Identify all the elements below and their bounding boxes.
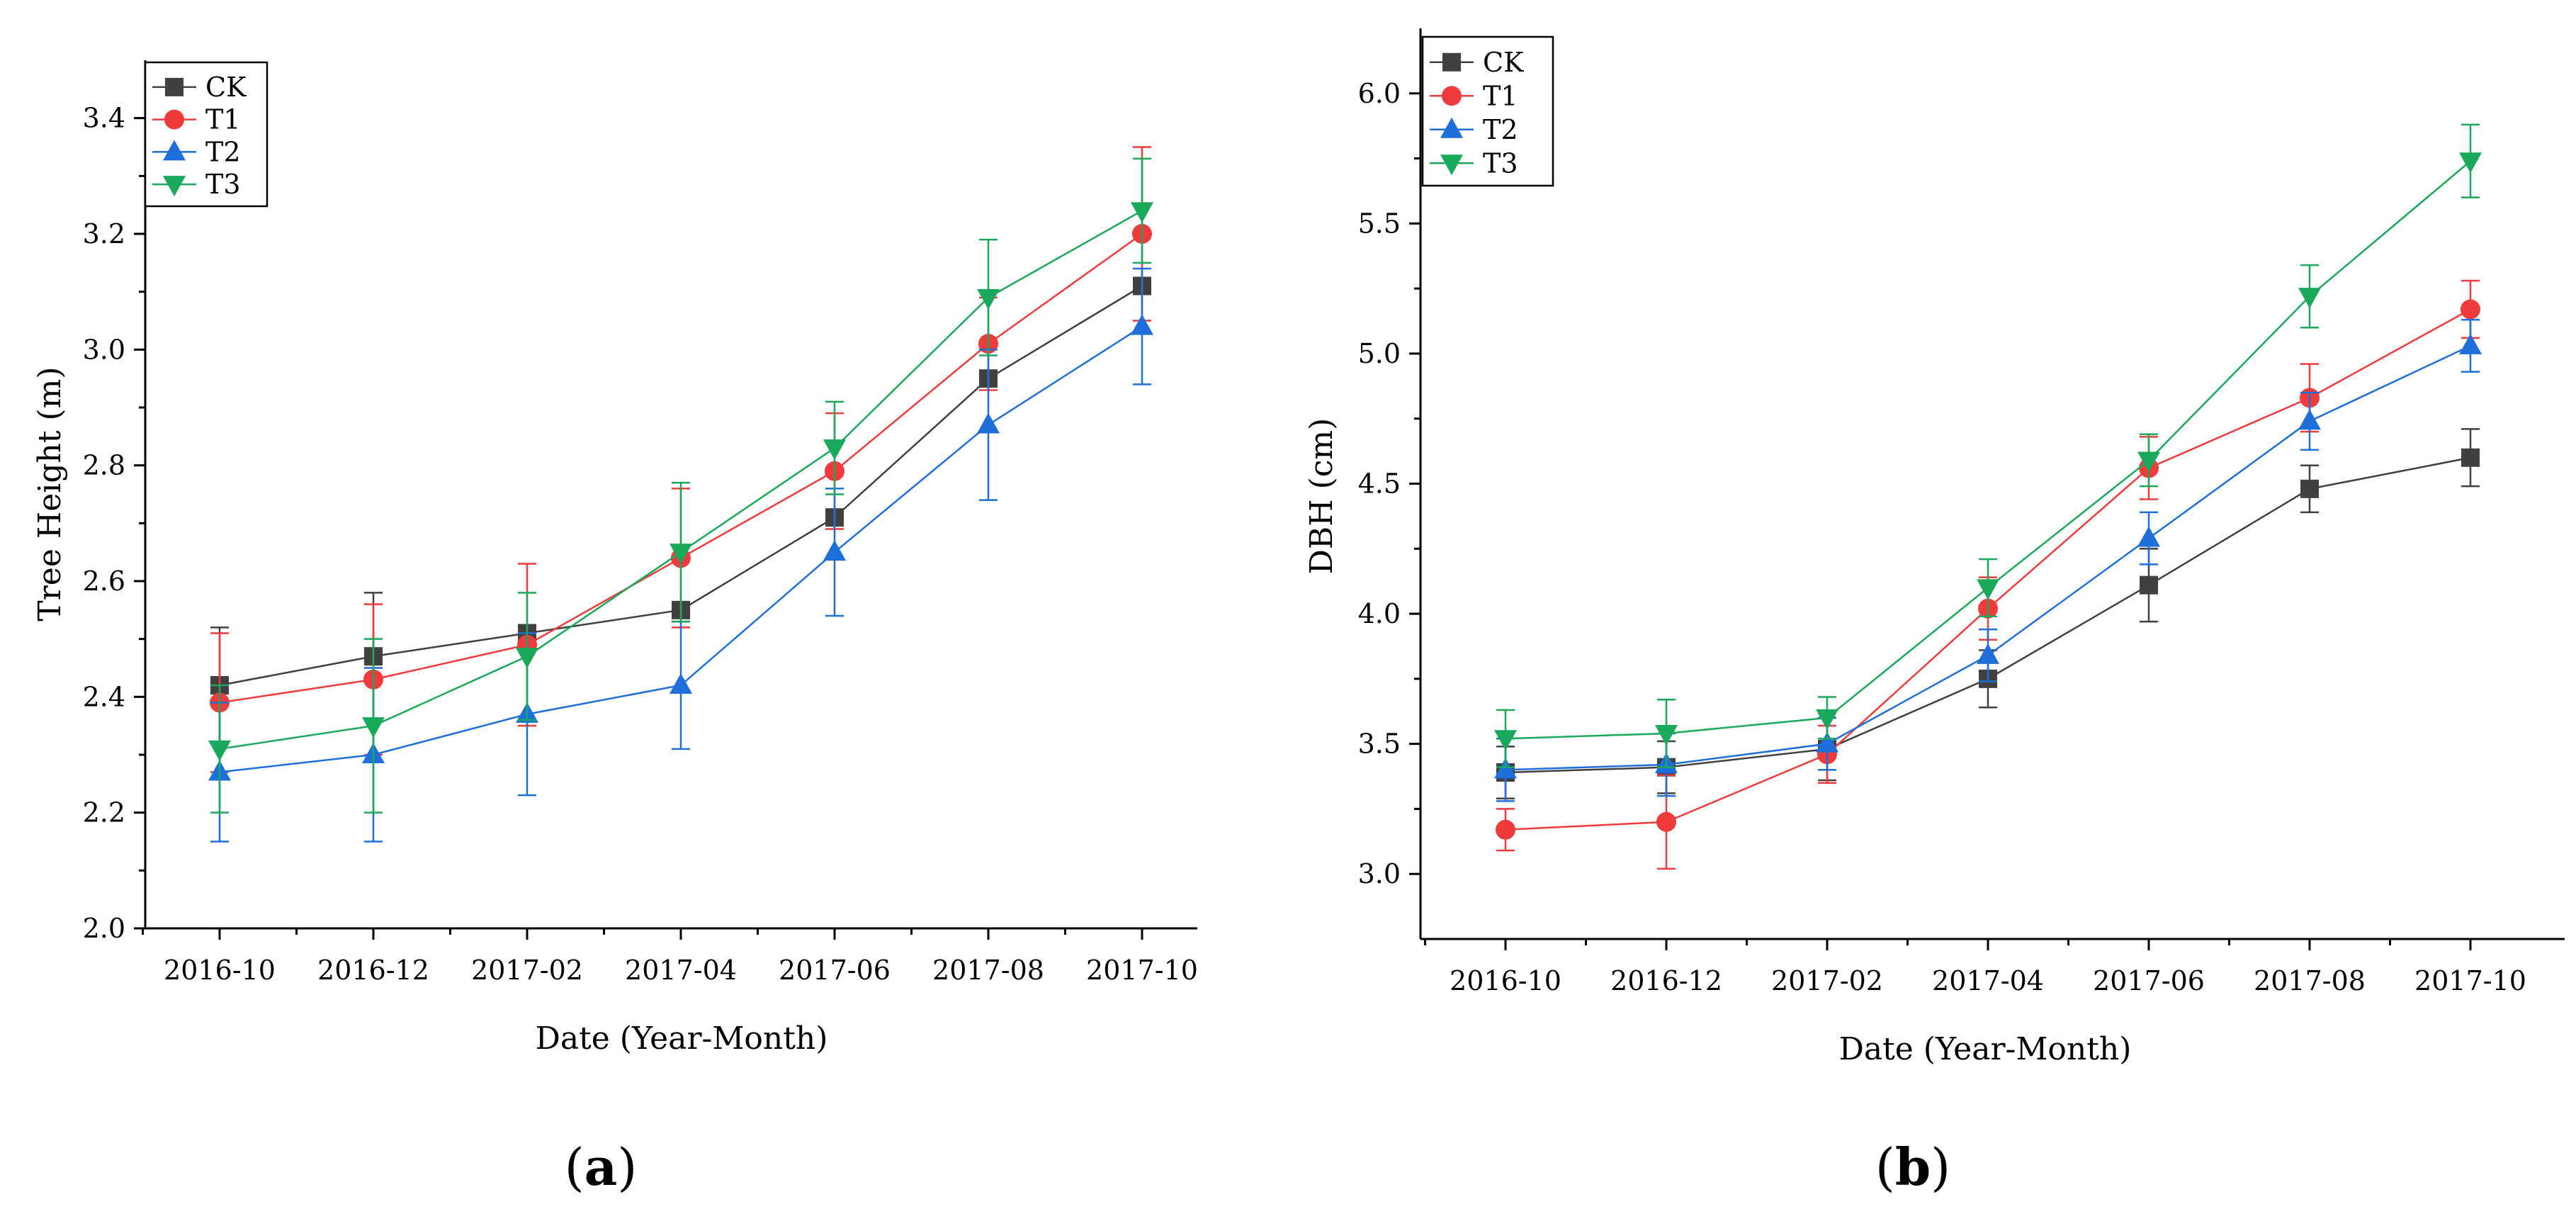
panel-a-legend-marker-t2 (163, 140, 186, 161)
panel-b-t2-point (2137, 526, 2160, 547)
panel-b-x-tick-label: 2017-04 (1932, 965, 2044, 996)
panel-b-y-tick-label: 5.5 (1358, 208, 1401, 239)
panel-b-y-tick-label: 6.0 (1358, 78, 1401, 109)
panel-b-y-tick-label: 3.0 (1358, 858, 1401, 889)
panel-a-series (208, 146, 1153, 843)
panel-a-x-tick-label: 2017-10 (1086, 955, 1198, 986)
panel-a-t3-point (823, 439, 846, 461)
panel-a-tree-height-chart: 2.0 2.2 2.4 2.6 2.8 3.0 3.2 3.4 2016-10 2016-12 20… (32, 60, 1198, 1197)
panel-a-t2-point (823, 540, 846, 561)
panel-a-label-letter: a (584, 1137, 618, 1197)
panel-b-t3-point (2137, 451, 2160, 473)
panel-b-t2-point (1977, 643, 1999, 664)
panel-b-t3-point (1816, 709, 1838, 730)
panel-b-t1-point (2461, 299, 2480, 320)
panel-a-t2-point (670, 673, 692, 694)
panel-b-t2-point (2298, 409, 2321, 430)
panel-a-y-tick-label: 3.2 (83, 218, 125, 249)
panel-b-t3-point (1655, 724, 1678, 746)
panel-b-t2-point (2459, 333, 2482, 354)
panel-a-legend-label-t1: T1 (205, 104, 241, 135)
panel-a-y-tick-label: 3.0 (83, 334, 125, 365)
panel-a-t3-point (977, 288, 1000, 310)
panel-a-t2-point (1131, 314, 1153, 335)
panel-a-t3-point (362, 717, 385, 738)
panel-b-legend-marker-t2 (1440, 117, 1463, 138)
panel-b-x-tick-label: 2017-10 (2414, 965, 2526, 996)
panel-a-y-tick-label: 2.4 (83, 681, 125, 712)
panel-b-x-tick-label: 2016-12 (1610, 965, 1722, 996)
panel-b-t3-point (2298, 288, 2321, 309)
panel-a-label: (a) (565, 1137, 638, 1197)
panel-a-y-tick-label: 2.6 (83, 566, 125, 597)
panel-a-legend-label-t2: T2 (205, 136, 241, 167)
panel-b-x-tick-label: 2017-02 (1771, 965, 1883, 996)
panel-a-x-axis-title: Date (Year-Month) (536, 1020, 828, 1057)
panel-a-t3-point (1131, 202, 1153, 223)
panel-b-x-tick-label: 2016-10 (1450, 965, 1561, 996)
panel-a-y-tick-label: 3.4 (83, 103, 125, 134)
panel-a-x-tick-label: 2016-10 (164, 955, 276, 986)
panel-a-y-axis-title: Tree Height (m) (32, 366, 68, 621)
panel-b-t3-point (1977, 579, 1999, 600)
panel-a-y-tick-label: 2.2 (83, 797, 125, 828)
panel-a-x-tick-label: 2016-12 (317, 955, 429, 986)
panel-a-legend-marker-t3 (163, 176, 186, 197)
panel-b-t3-point (2459, 152, 2482, 174)
panel-a-t3-point (208, 740, 231, 761)
panel-b-x-tick-label: 2017-06 (2093, 965, 2205, 996)
panel-b-legend-marker-t3 (1440, 154, 1463, 176)
panel-a-y-tick-label: 2.8 (83, 450, 125, 481)
panel-b-x-tick-label: 2017-08 (2254, 965, 2366, 996)
panel-b-ck-point (2300, 479, 2319, 498)
panel-a-x-tick-label: 2017-02 (471, 955, 583, 986)
panel-a-t2-point (977, 412, 1000, 434)
panel-b-t3-point (1494, 730, 1517, 751)
panel-b-t1-point (1496, 819, 1515, 840)
panel-b-label-letter: b (1895, 1137, 1931, 1197)
panel-b-legend-marker-ck (1442, 52, 1461, 72)
panel-a-legend-label-ck: CK (205, 72, 247, 103)
panel-a-t3-point (516, 648, 538, 669)
panel-b-ck-point (2461, 448, 2480, 467)
panel-b-y-tick-label: 4.5 (1358, 468, 1401, 500)
panel-a-ticks: 2.0 2.2 2.4 2.6 2.8 3.0 3.2 3.4 2016-10 2016-12 20… (83, 103, 1198, 986)
panel-b-dbh-chart: 3.0 3.5 4.0 4.5 5.0 5.5 6.0 2016-10 2016-12 2017-… (1304, 28, 2565, 1197)
panel-b-y-tick-label: 4.0 (1358, 598, 1401, 629)
panel-b-legend-label-t1: T1 (1483, 80, 1518, 111)
panel-a-legend-marker-t1 (164, 109, 184, 130)
panel-b-series (1494, 123, 2482, 870)
panel-a-t3-point (670, 544, 692, 565)
panel-b-legend-marker-t1 (1442, 86, 1462, 106)
panel-b-legend-label-t2: T2 (1483, 114, 1518, 145)
panel-b-t1-point (1656, 811, 1676, 832)
panel-a-legend-label-t3: T3 (205, 169, 241, 200)
panel-a-y-tick-label: 2.0 (83, 913, 125, 944)
panel-b-y-axis-title: DBH (cm) (1304, 418, 1340, 575)
panel-b-legend-label-ck: CK (1483, 47, 1524, 78)
panel-b-ticks: 3.0 3.5 4.0 4.5 5.0 5.5 6.0 2016-10 2016-12 2017-… (1358, 78, 2526, 996)
panel-b-t2-point (1816, 731, 1838, 753)
panel-a-legend-marker-ck (165, 77, 183, 96)
panel-b-ck-point (2140, 575, 2158, 595)
panel-b-series-t3 (1494, 123, 2482, 768)
panel-b-y-tick-label: 5.0 (1358, 338, 1401, 369)
panel-b-legend-label-t3: T3 (1483, 147, 1518, 179)
panel-a-x-tick-label: 2017-04 (625, 955, 737, 986)
panel-b-x-axis-title: Date (Year-Month) (1839, 1031, 2132, 1067)
panel-a-x-tick-label: 2017-06 (779, 955, 891, 986)
panel-a-x-tick-label: 2017-08 (932, 955, 1044, 986)
panel-b-label: (b) (1875, 1137, 1951, 1197)
panel-b-y-tick-label: 3.5 (1358, 729, 1401, 760)
panel-a-series-t3 (208, 157, 1153, 814)
